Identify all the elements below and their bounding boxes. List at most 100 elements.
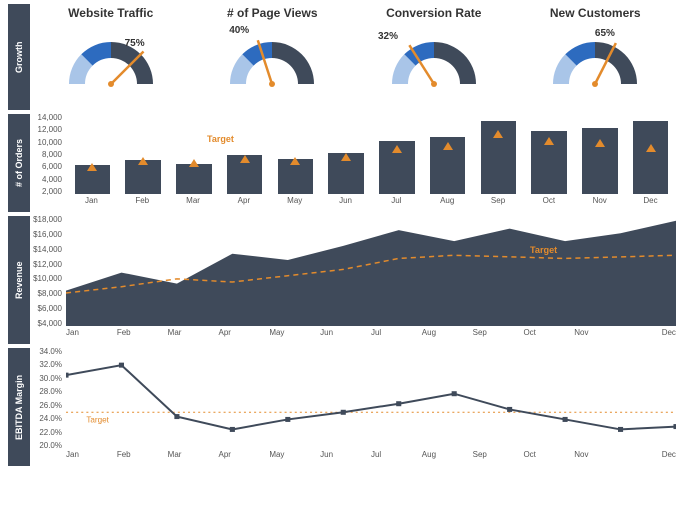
xtick: Dec: [625, 328, 676, 337]
xtick: Mar: [168, 450, 219, 459]
xtick: Jun: [320, 328, 371, 337]
ytick: 4,000: [30, 176, 66, 184]
target-marker-icon: [240, 155, 250, 163]
growth-row: Growth Website Traffic 75% # of Page Views…: [8, 4, 676, 110]
ytick: 6,000: [30, 163, 66, 171]
target-marker-icon: [290, 157, 300, 165]
target-marker-icon: [595, 139, 605, 147]
xtick: Nov: [574, 196, 625, 205]
xtick: Sep: [473, 328, 524, 337]
xtick: Aug: [422, 196, 473, 205]
bar-wrap: [575, 114, 626, 194]
revenue-row: Revenue $18,000$16,000$14,000$12,000$10,…: [8, 216, 676, 344]
target-marker-icon: [493, 130, 503, 138]
bar-wrap: [524, 114, 575, 194]
target-marker-icon: [341, 153, 351, 161]
xtick: Apr: [218, 450, 269, 459]
ytick: 2,000: [30, 188, 66, 196]
gauge-title: Conversion Rate: [353, 6, 515, 20]
xtick: Sep: [473, 196, 524, 205]
revenue-chart: $18,000$16,000$14,000$12,000$10,000$8,00…: [30, 216, 676, 344]
xtick: Mar: [168, 196, 219, 205]
xtick: Aug: [422, 328, 473, 337]
xtick: Jul: [371, 450, 422, 459]
bar-wrap: [169, 114, 220, 194]
target-marker-icon: [646, 144, 656, 152]
target-marker-icon: [138, 157, 148, 165]
target-marker-icon: [544, 137, 554, 145]
ebitda-point: [396, 401, 401, 406]
ebitda-chart: 34.0%32.0%30.0%28.0%26.0%24.0%22.0%20.0%…: [30, 348, 676, 466]
dashboard: Growth Website Traffic 75% # of Page Views…: [0, 0, 684, 470]
ebitda-line-chart: Target: [66, 348, 676, 448]
xtick: Oct: [523, 196, 574, 205]
bar-wrap: [67, 114, 118, 194]
gauge-svg: [46, 24, 176, 104]
xtick: Jan: [66, 196, 117, 205]
ebitda-point: [230, 427, 235, 432]
ytick: $16,000: [30, 231, 66, 239]
bar-wrap: [473, 114, 524, 194]
ytick: 8,000: [30, 151, 66, 159]
revenue-area: [66, 221, 676, 326]
xtick: Mar: [168, 328, 219, 337]
orders-target-label: Target: [207, 134, 234, 144]
orders-xaxis: JanFebMarAprMayJunJulAugSepOctNovDec: [66, 196, 676, 205]
xtick: Jan: [66, 328, 117, 337]
growth-label: Growth: [8, 4, 30, 110]
revenue-xaxis: JanFebMarAprMayJunJulAugSepOctNovDec: [66, 328, 676, 337]
bar: [633, 121, 669, 194]
xtick: Aug: [422, 450, 473, 459]
xtick: Feb: [117, 196, 168, 205]
bar-wrap: [321, 114, 372, 194]
gauge-2: Conversion Rate 32%: [353, 6, 515, 104]
xtick: Feb: [117, 328, 168, 337]
ebitda-target-label: Target: [86, 415, 109, 424]
bar-wrap: [270, 114, 321, 194]
ebitda-point: [563, 417, 568, 422]
ebitda-point: [285, 417, 290, 422]
orders-row: # of Orders 14,00012,00010,0008,0006,000…: [8, 114, 676, 212]
ebitda-point: [618, 427, 623, 432]
ebitda-point: [119, 363, 124, 368]
bar: [176, 164, 212, 194]
target-marker-icon: [189, 159, 199, 167]
ytick: $10,000: [30, 275, 66, 283]
xtick: May: [269, 328, 320, 337]
orders-chart: 14,00012,00010,0008,0006,0004,0002,000 T…: [30, 114, 676, 212]
ebitda-yaxis: 34.0%32.0%30.0%28.0%26.0%24.0%22.0%20.0%: [30, 348, 66, 450]
gauge-value: 75%: [125, 38, 145, 49]
ebitda-label: EBITDA Margin: [8, 348, 30, 466]
ebitda-point: [341, 410, 346, 415]
ytick: 34.0%: [30, 348, 66, 356]
ytick: $6,000: [30, 305, 66, 313]
revenue-label: Revenue: [8, 216, 30, 344]
ytick: $12,000: [30, 261, 66, 269]
ebitda-point: [174, 414, 179, 419]
ytick: 12,000: [30, 126, 66, 134]
xtick: Oct: [523, 328, 574, 337]
ytick: 32.0%: [30, 361, 66, 369]
xtick: Nov: [574, 450, 625, 459]
xtick: Dec: [625, 450, 676, 459]
ytick: 20.0%: [30, 442, 66, 450]
gauge-title: New Customers: [515, 6, 677, 20]
ytick: 14,000: [30, 114, 66, 122]
bar-wrap: [219, 114, 270, 194]
ytick: $4,000: [30, 320, 66, 328]
gauge-3: New Customers65%: [515, 6, 677, 104]
xtick: Dec: [625, 196, 676, 205]
ytick: 28.0%: [30, 388, 66, 396]
xtick: Apr: [218, 328, 269, 337]
gauge-1: # of Page Views40%: [192, 6, 354, 104]
orders-yaxis: 14,00012,00010,0008,0006,0004,0002,000: [30, 114, 66, 196]
ebitda-point: [507, 407, 512, 412]
xtick: Feb: [117, 450, 168, 459]
xtick: Jun: [320, 196, 371, 205]
gauge-title: Website Traffic: [30, 6, 192, 20]
revenue-area-chart: Target: [66, 216, 676, 326]
target-marker-icon: [392, 145, 402, 153]
xtick: Jul: [371, 196, 422, 205]
gauge-value: 32%: [378, 31, 398, 42]
ytick: $18,000: [30, 216, 66, 224]
